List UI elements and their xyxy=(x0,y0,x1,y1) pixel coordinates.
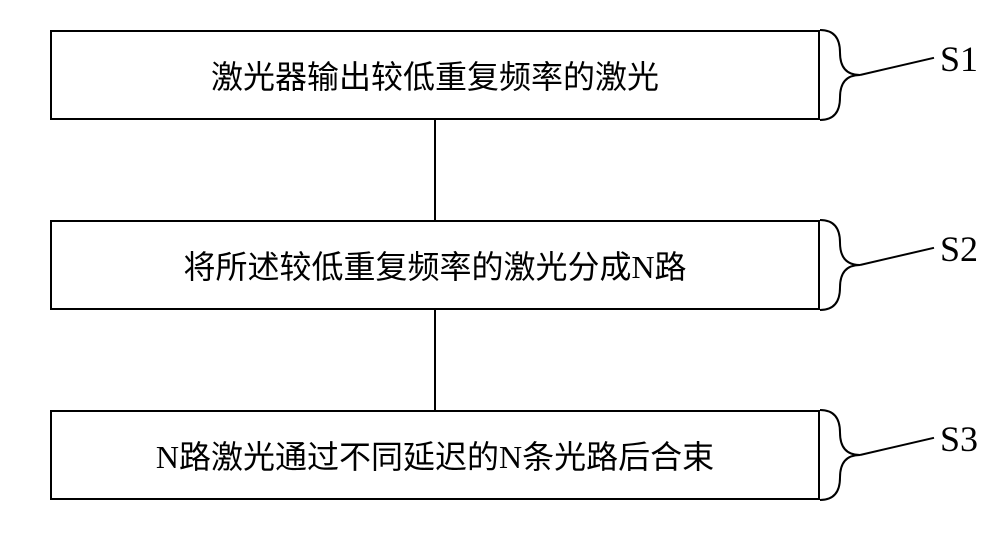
curly-brace-S2 xyxy=(820,220,860,310)
step-label-s1: S1 xyxy=(940,38,978,80)
leader-S2 xyxy=(860,248,934,265)
flow-node-s2: 将所述较低重复频率的激光分成N路 xyxy=(50,220,820,310)
step-label-s3: S3 xyxy=(940,418,978,460)
flowchart-canvas: 激光器输出较低重复频率的激光 S1 将所述较低重复频率的激光分成N路 S2 N路… xyxy=(0,0,1000,545)
flow-node-s3-text: N路激光通过不同延迟的N条光路后合束 xyxy=(156,432,714,478)
flow-node-s3: N路激光通过不同延迟的N条光路后合束 xyxy=(50,410,820,500)
curly-brace-S3 xyxy=(820,410,860,500)
braces-group xyxy=(820,30,934,500)
leader-S3 xyxy=(860,438,934,455)
curly-brace-S1 xyxy=(820,30,860,120)
flow-node-s1: 激光器输出较低重复频率的激光 xyxy=(50,30,820,120)
step-label-s2: S2 xyxy=(940,228,978,270)
leader-S1 xyxy=(860,58,934,75)
flow-node-s1-text: 激光器输出较低重复频率的激光 xyxy=(211,52,659,98)
flow-node-s2-text: 将所述较低重复频率的激光分成N路 xyxy=(183,242,686,288)
